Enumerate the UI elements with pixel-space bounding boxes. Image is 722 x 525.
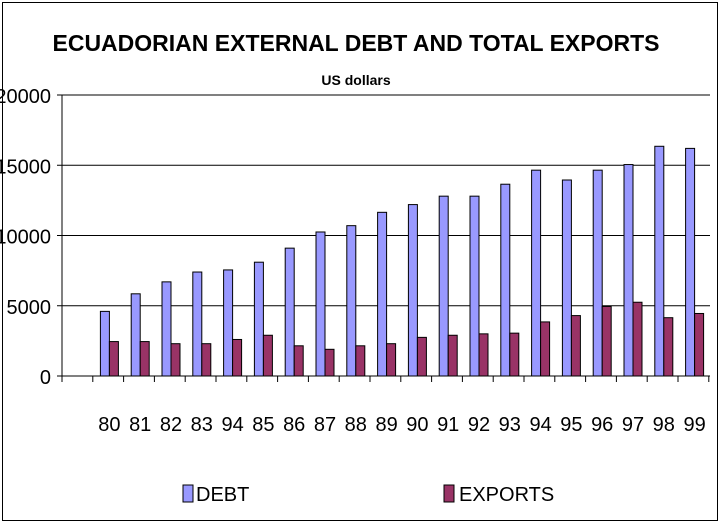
debt-bar-82 <box>161 281 172 377</box>
x-tick-label: 90 <box>406 414 428 436</box>
y-tick-label: 20000 <box>0 86 51 108</box>
x-tick-label: 80 <box>98 414 120 436</box>
x-tick-label: 93 <box>499 414 521 436</box>
debt-bar-89 <box>377 211 388 377</box>
y-tick-label: 10000 <box>0 227 51 249</box>
exports-bar-86 <box>293 345 304 377</box>
debt-bar-80 <box>99 310 110 377</box>
x-tick-label: 99 <box>683 414 705 436</box>
x-tick-label: 91 <box>437 414 459 436</box>
y-tick-label: 0 <box>40 367 51 389</box>
exports-bar-91 <box>447 334 458 377</box>
exports-bar-97 <box>632 301 643 377</box>
debt-legend-swatch <box>182 484 194 503</box>
debt-bar-86 <box>284 247 295 377</box>
debt-bar-91 <box>438 195 449 377</box>
debt-bar-94 <box>531 169 542 377</box>
exports-bar-94 <box>232 338 243 377</box>
exports-bar-83 <box>201 343 212 377</box>
exports-legend-swatch <box>443 484 455 503</box>
x-tick-label: 94 <box>529 414 551 436</box>
debt-bar-96 <box>592 169 603 377</box>
exports-bar-96 <box>601 305 612 377</box>
x-tick-label: 83 <box>191 414 213 436</box>
debt-bar-92 <box>469 195 480 377</box>
exports-bar-90 <box>416 336 427 377</box>
x-tick-label: 85 <box>252 414 274 436</box>
exports-bar-93 <box>509 332 520 377</box>
chart-title: ECUADORIAN EXTERNAL DEBT AND TOTAL EXPOR… <box>53 30 660 56</box>
chart-subtitle: US dollars <box>321 72 390 88</box>
x-tick-label: 82 <box>160 414 182 436</box>
debt-bar-94 <box>223 269 234 377</box>
exports-bar-87 <box>324 348 335 377</box>
debt-bar-87 <box>315 231 326 377</box>
debt-bar-97 <box>623 164 634 377</box>
x-tick-label: 98 <box>653 414 675 436</box>
exports-bar-89 <box>386 343 397 377</box>
exports-bar-92 <box>478 333 489 377</box>
debt-bar-95 <box>561 179 572 377</box>
x-tick-label: 81 <box>129 414 151 436</box>
debt-bar-83 <box>192 271 203 377</box>
debt-bar-93 <box>500 183 511 377</box>
exports-bar-85 <box>262 334 273 377</box>
x-tick-label: 89 <box>375 414 397 436</box>
bars <box>99 145 705 377</box>
y-tick-label: 5000 <box>7 297 52 319</box>
exports-bar-98 <box>663 317 674 377</box>
debt-bar-85 <box>253 261 264 377</box>
legend: DEBT EXPORTS <box>182 484 554 506</box>
debt-bar-98 <box>654 145 665 377</box>
x-tick-label: 92 <box>468 414 490 436</box>
x-tick-labels: 80 81 82 83 94 85 86 87 88 89 90 91 92 93 94 95 96 97 98 99 <box>98 414 705 436</box>
y-tick-label: 15000 <box>0 156 51 178</box>
y-tick-labels: 0 5000 10000 15000 20000 <box>0 86 51 389</box>
axes <box>57 94 710 382</box>
exports-legend-label: EXPORTS <box>459 484 554 506</box>
x-tick-label: 95 <box>560 414 582 436</box>
exports-bar-94 <box>540 321 551 377</box>
exports-bar-88 <box>355 345 366 377</box>
exports-bar-99 <box>694 312 705 377</box>
debt-bar-81 <box>130 293 141 377</box>
x-tick-label: 97 <box>622 414 644 436</box>
x-tick-label: 96 <box>591 414 613 436</box>
debt-bar-88 <box>346 225 357 377</box>
debt-bar-99 <box>685 147 696 377</box>
exports-bar-80 <box>108 341 119 377</box>
exports-bar-95 <box>570 315 581 377</box>
x-tick-label: 94 <box>221 414 243 436</box>
debt-bar-90 <box>407 204 418 377</box>
exports-bar-81 <box>139 341 150 377</box>
x-tick-label: 87 <box>314 414 336 436</box>
x-tick-label: 86 <box>283 414 305 436</box>
debt-legend-label: DEBT <box>196 484 249 506</box>
x-tick-label: 88 <box>345 414 367 436</box>
exports-bar-82 <box>170 343 181 377</box>
